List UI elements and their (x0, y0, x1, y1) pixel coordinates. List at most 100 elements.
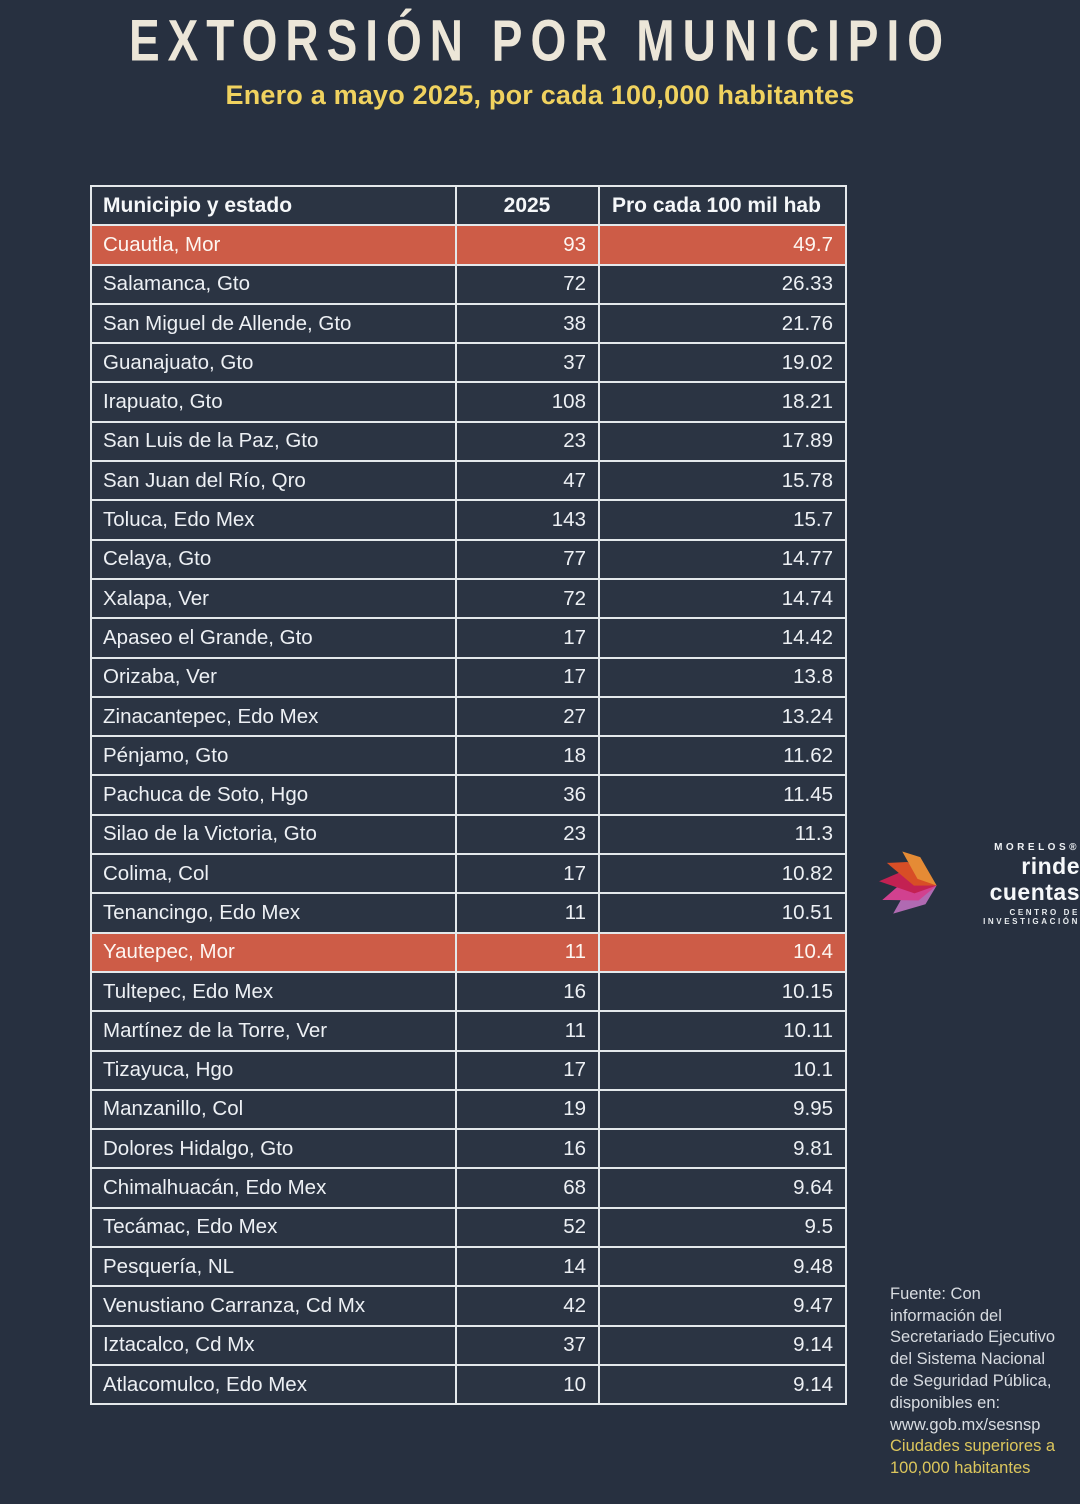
table-container: Municipio y estado 2025 Pro cada 100 mil… (90, 184, 847, 1406)
cases-cell: 72 (455, 263, 600, 305)
page-subtitle: Enero a mayo 2025, por cada 100,000 habi… (225, 80, 855, 110)
municipality-cell: San Miguel de Allende, Gto (90, 302, 457, 345)
rate-cell: 9.48 (598, 1246, 847, 1288)
header-year: 2025 (455, 184, 600, 227)
rate-cell: 49.7 (598, 224, 847, 266)
cases-cell: 10 (455, 1363, 600, 1406)
cases-cell: 23 (455, 813, 600, 856)
cases-cell: 37 (455, 342, 600, 384)
cases-cell: 27 (455, 695, 600, 738)
cases-cell: 108 (455, 381, 600, 423)
table-row: Manzanillo, Col 19 9.95 (90, 1088, 847, 1131)
municipality-cell: Celaya, Gto (90, 538, 457, 580)
table-header: Municipio y estado 2025 Pro cada 100 mil… (90, 184, 847, 227)
source-text: Fuente: Con información del Secretariado… (890, 1284, 1056, 1434)
municipality-cell: Apaseo el Grande, Gto (90, 617, 457, 659)
cases-cell: 47 (455, 460, 600, 502)
cases-cell: 72 (455, 577, 600, 620)
table-row: Chimalhuacán, Edo Mex 68 9.64 (90, 1167, 847, 1209)
source-note: Fuente: Con información del Secretariado… (890, 1262, 1075, 1480)
table-row: Pesquería, NL 14 9.48 (90, 1246, 847, 1288)
table-row: San Luis de la Paz, Gto 23 17.89 (90, 420, 847, 463)
extortion-table: Municipio y estado 2025 Pro cada 100 mil… (90, 184, 847, 1406)
municipality-cell: Venustiano Carranza, Cd Mx (90, 1285, 457, 1327)
cases-cell: 19 (455, 1088, 600, 1131)
table-row: Pénjamo, Gto 18 11.62 (90, 735, 847, 777)
table-row: Yautepec, Mor 11 10.4 (90, 931, 847, 973)
municipality-cell: Salamanca, Gto (90, 263, 457, 305)
municipality-cell: Pachuca de Soto, Hgo (90, 774, 457, 816)
rate-cell: 10.11 (598, 1010, 847, 1052)
table-body: Cuautla, Mor 93 49.7 Salamanca, Gto 72 2… (90, 224, 847, 1406)
rate-cell: 9.81 (598, 1128, 847, 1170)
rate-cell: 9.64 (598, 1167, 847, 1209)
page-title: EXTORSIÓN POR MUNICIPIO (128, 6, 952, 74)
petal-fan-icon (879, 851, 937, 914)
table-row: Atlacomulco, Edo Mex 10 9.14 (90, 1363, 847, 1406)
table-row: Celaya, Gto 77 14.77 (90, 538, 847, 580)
rate-cell: 10.51 (598, 892, 847, 934)
rate-cell: 11.45 (598, 774, 847, 816)
table-row: Iztacalco, Cd Mx 37 9.14 (90, 1324, 847, 1366)
municipality-cell: Tultepec, Edo Mex (90, 970, 457, 1013)
cases-cell: 11 (455, 931, 600, 973)
cases-cell: 42 (455, 1285, 600, 1327)
rate-cell: 10.15 (598, 970, 847, 1013)
table-row: Guanajuato, Gto 37 19.02 (90, 342, 847, 384)
municipality-cell: Silao de la Victoria, Gto (90, 813, 457, 856)
rate-cell: 13.8 (598, 656, 847, 698)
logo-text: MORELOS® rinde cuentas CENTRO DE INVESTI… (950, 842, 1080, 926)
municipality-cell: Irapuato, Gto (90, 381, 457, 423)
table-row: Tizayuca, Hgo 17 10.1 (90, 1049, 847, 1091)
table-row: Dolores Hidalgo, Gto 16 9.81 (90, 1128, 847, 1170)
municipality-cell: San Luis de la Paz, Gto (90, 420, 457, 463)
table-row: Cuautla, Mor 93 49.7 (90, 224, 847, 266)
rate-cell: 9.5 (598, 1206, 847, 1249)
municipality-cell: Colima, Col (90, 853, 457, 895)
cases-cell: 17 (455, 853, 600, 895)
municipality-cell: Yautepec, Mor (90, 931, 457, 973)
rate-cell: 15.78 (598, 460, 847, 502)
source-note-highlight: Ciudades superiores a 100,000 habitantes (890, 1437, 1056, 1478)
rate-cell: 11.3 (598, 813, 847, 856)
cases-cell: 23 (455, 420, 600, 463)
table-header-row: Municipio y estado 2025 Pro cada 100 mil… (90, 184, 847, 227)
municipality-cell: Orizaba, Ver (90, 656, 457, 698)
municipality-cell: Manzanillo, Col (90, 1088, 457, 1131)
rate-cell: 11.62 (598, 735, 847, 777)
table-row: Colima, Col 17 10.82 (90, 853, 847, 895)
rate-cell: 10.1 (598, 1049, 847, 1091)
table-row: Orizaba, Ver 17 13.8 (90, 656, 847, 698)
rate-cell: 14.74 (598, 577, 847, 620)
rate-cell: 26.33 (598, 263, 847, 305)
table-row: Venustiano Carranza, Cd Mx 42 9.47 (90, 1285, 847, 1327)
cases-cell: 36 (455, 774, 600, 816)
rate-cell: 9.14 (598, 1324, 847, 1366)
rinde-cuentas-logo: MORELOS® rinde cuentas CENTRO DE INVESTI… (868, 842, 1080, 926)
table-row: Tenancingo, Edo Mex 11 10.51 (90, 892, 847, 934)
header-municipality: Municipio y estado (90, 184, 457, 227)
table-row: Silao de la Victoria, Gto 23 11.3 (90, 813, 847, 856)
logo-brand-name: rinde cuentas (989, 853, 1080, 905)
rate-cell: 9.14 (598, 1363, 847, 1406)
cases-cell: 11 (455, 892, 600, 934)
table-row: San Miguel de Allende, Gto 38 21.76 (90, 302, 847, 345)
municipality-cell: Guanajuato, Gto (90, 342, 457, 384)
municipality-cell: Toluca, Edo Mex (90, 499, 457, 541)
table-row: Tecámac, Edo Mex 52 9.5 (90, 1206, 847, 1249)
cases-cell: 11 (455, 1010, 600, 1052)
table-row: Irapuato, Gto 108 18.21 (90, 381, 847, 423)
municipality-cell: Tecámac, Edo Mex (90, 1206, 457, 1249)
municipality-cell: Iztacalco, Cd Mx (90, 1324, 457, 1366)
rate-cell: 14.77 (598, 538, 847, 580)
cases-cell: 17 (455, 617, 600, 659)
municipality-cell: Tizayuca, Hgo (90, 1049, 457, 1091)
rate-cell: 10.4 (598, 931, 847, 973)
rate-cell: 21.76 (598, 302, 847, 345)
municipality-cell: Pénjamo, Gto (90, 735, 457, 777)
municipality-cell: Chimalhuacán, Edo Mex (90, 1167, 457, 1209)
table-row: Apaseo el Grande, Gto 17 14.42 (90, 617, 847, 659)
cases-cell: 16 (455, 1128, 600, 1170)
table-row: Martínez de la Torre, Ver 11 10.11 (90, 1010, 847, 1052)
cases-cell: 18 (455, 735, 600, 777)
